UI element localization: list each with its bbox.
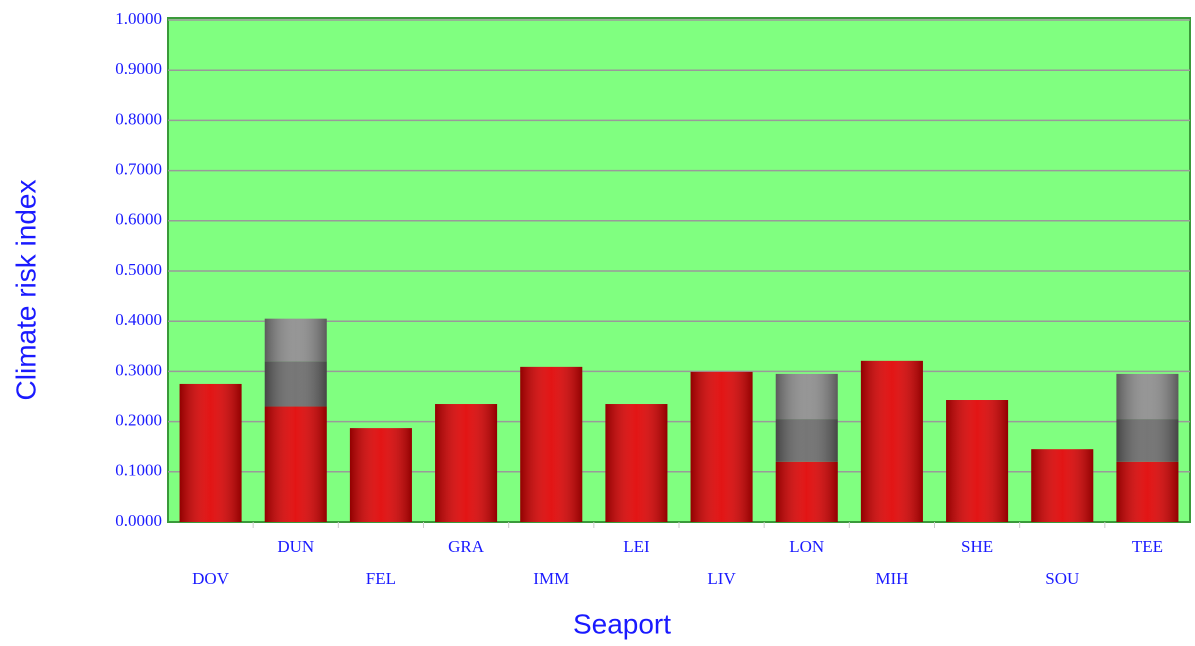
y-tick-label: 0.8000	[115, 109, 162, 128]
x-tick-label: MIH	[875, 569, 908, 588]
y-tick-label: 1.0000	[115, 9, 162, 28]
bar-shade	[946, 400, 1009, 522]
bar-shade	[179, 383, 242, 522]
bar-shade	[1116, 373, 1179, 420]
y-tick-label: 0.1000	[115, 461, 162, 480]
bar-shade	[605, 404, 668, 522]
bar-shade	[1116, 419, 1179, 462]
y-tick-label: 0.4000	[115, 310, 162, 329]
x-tick-label: LON	[789, 537, 824, 556]
x-axis-title: Seaport	[573, 608, 671, 639]
y-tick-label: 0.9000	[115, 59, 162, 78]
bar-shade	[775, 373, 838, 420]
x-tick-label: DUN	[277, 537, 314, 556]
x-tick-label: FEL	[366, 569, 396, 588]
y-tick-label: 0.6000	[115, 210, 162, 229]
x-tick-label: SHE	[961, 537, 993, 556]
x-tick-label: LEI	[623, 537, 650, 556]
bar-shade	[264, 361, 327, 407]
y-axis-title: Climate risk index	[10, 180, 41, 401]
y-tick-label: 0.5000	[115, 260, 162, 279]
bar-shade	[1116, 461, 1179, 522]
y-tick-label: 0.0000	[115, 511, 162, 530]
bar-shade	[690, 371, 753, 522]
bar-shade	[775, 461, 838, 522]
bar-shade	[520, 366, 583, 522]
bar-shade	[349, 428, 412, 522]
bar-shade	[435, 404, 498, 522]
y-tick-label: 0.3000	[115, 360, 162, 379]
x-tick-label: LIV	[707, 569, 736, 588]
bar-shade	[264, 318, 327, 362]
bar-shade	[1031, 449, 1094, 522]
plot-area	[167, 17, 1191, 523]
bar-shade	[860, 360, 923, 522]
x-tick-label: IMM	[533, 569, 569, 588]
x-tick-label: TEE	[1132, 537, 1163, 556]
x-tick-label: SOU	[1045, 569, 1079, 588]
x-tick-label: GRA	[448, 537, 485, 556]
x-tick-label: DOV	[192, 569, 230, 588]
y-tick-label: 0.7000	[115, 160, 162, 179]
y-tick-label: 0.2000	[115, 411, 162, 430]
bar-shade	[775, 419, 838, 462]
bar-shade	[264, 406, 327, 522]
